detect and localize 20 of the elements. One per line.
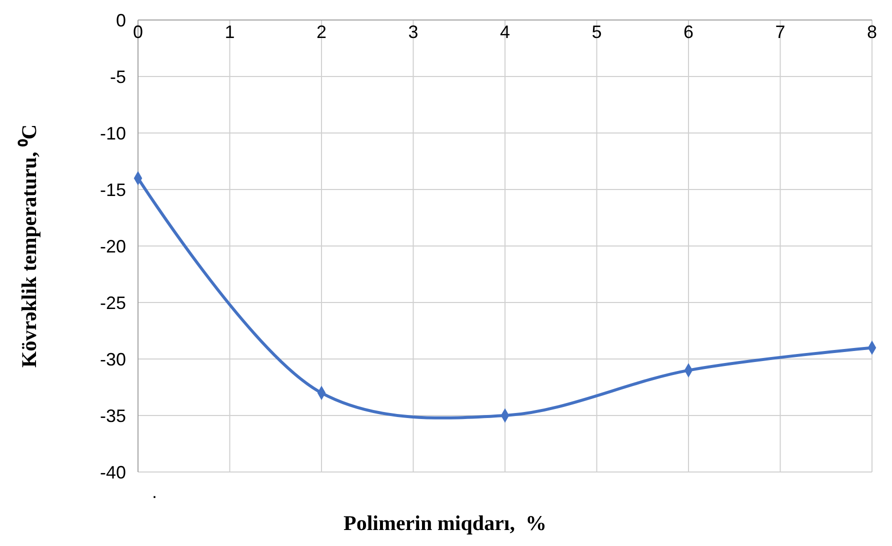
y-tick-label: -5 (110, 66, 126, 87)
y-axis-title: Kövrəklik temperaturu, ⁰C (17, 124, 41, 368)
y-tick-label: -15 (100, 180, 126, 200)
x-tick-label: 0 (132, 22, 144, 42)
y-tick-label: -35 (100, 406, 126, 426)
x-tick-label: 3 (408, 22, 418, 42)
y-tick-label: -20 (100, 236, 126, 256)
x-tick-label: 7 (775, 22, 786, 42)
y-tick-label: -25 (100, 292, 126, 313)
y-tick-label: -30 (100, 349, 126, 370)
x-tick-label: 5 (592, 22, 602, 42)
y-tick-label: -40 (100, 462, 126, 482)
y-tick-label: -10 (100, 123, 126, 144)
x-tick-label: 2 (316, 22, 327, 42)
text: . (152, 482, 158, 502)
x-tick-label: 4 (500, 22, 510, 42)
x-tick-label: 6 (683, 22, 694, 42)
x-tick-label: 8 (866, 22, 878, 42)
x-tick-label: 1 (224, 22, 235, 42)
x-axis-title: Polimerin miqdarı, % (344, 511, 546, 535)
